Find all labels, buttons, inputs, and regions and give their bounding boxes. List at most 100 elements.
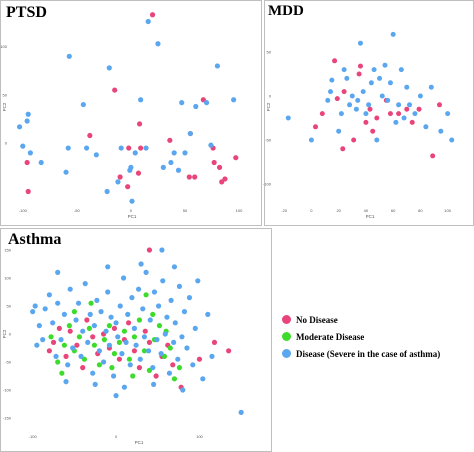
asthma-point-moderate xyxy=(71,309,77,315)
legend-label-moderate-disease: Moderate Disease xyxy=(296,331,365,342)
asthma-point-disease xyxy=(53,353,59,359)
asthma-point-disease xyxy=(46,292,52,298)
mdd-y-tick-label: 50 xyxy=(267,50,272,55)
mdd-point-disease xyxy=(396,102,402,108)
asthma-point-disease xyxy=(137,356,143,362)
ptsd-scatter-plot: -100 -50 0 50 100 0 50 100 PC1 PC2 xyxy=(0,12,243,219)
ptsd-point-no xyxy=(126,145,132,151)
ptsd-point-disease xyxy=(27,150,33,156)
ptsd-x-tick-label: 100 xyxy=(236,208,243,213)
ptsd-point-no xyxy=(136,121,143,127)
asthma-y-tick-label: 0 xyxy=(9,332,12,337)
asthma-x-tick-label: -100 xyxy=(29,434,38,439)
mdd-point-no xyxy=(374,115,380,121)
ptsd-point-no xyxy=(211,159,217,166)
ptsd-point-disease xyxy=(25,111,31,117)
ptsd-point-disease xyxy=(128,164,134,170)
ptsd-point-disease xyxy=(24,118,30,124)
mdd-point-disease xyxy=(423,124,429,130)
mdd-y-tick-label: -50 xyxy=(265,138,272,143)
ptsd-y-tick-label: 100 xyxy=(0,44,7,49)
ptsd-panel: -100 -50 0 50 100 0 50 100 PC1 PC2 PTSD xyxy=(0,0,262,226)
asthma-x-axis-label: PC1 xyxy=(135,440,144,445)
asthma-point-disease xyxy=(133,342,139,348)
asthma-point-no xyxy=(136,365,143,371)
mdd-point-disease xyxy=(327,89,333,95)
asthma-point-no xyxy=(56,325,62,331)
ptsd-point-no xyxy=(216,164,223,170)
disease-swatch xyxy=(282,349,291,358)
mdd-point-no xyxy=(430,153,436,159)
ptsd-point-disease xyxy=(143,145,149,151)
mdd-point-no xyxy=(332,58,338,64)
asthma-point-disease xyxy=(238,409,244,415)
asthma-point-disease xyxy=(121,384,128,390)
mdd-point-disease xyxy=(349,93,355,99)
legend-label-no-disease: No Disease xyxy=(296,314,338,325)
asthma-point-moderate xyxy=(91,342,97,348)
ptsd-point-disease xyxy=(20,143,26,149)
asthma-point-no xyxy=(153,373,159,379)
asthma-point-disease xyxy=(160,278,166,284)
ptsd-point-disease xyxy=(16,124,23,130)
mdd-point-no xyxy=(313,124,319,130)
asthma-x-tick-label: 0 xyxy=(115,434,118,439)
ptsd-point-disease xyxy=(160,164,166,170)
asthma-point-no xyxy=(196,356,203,362)
ptsd-point-disease xyxy=(187,130,193,137)
asthma-point-disease xyxy=(61,311,67,317)
asthma-point-disease xyxy=(209,353,215,359)
asthma-point-disease xyxy=(195,278,201,284)
asthma-point-moderate xyxy=(86,325,92,331)
asthma-point-disease xyxy=(184,345,190,351)
asthma-point-disease xyxy=(155,303,162,309)
asthma-point-no xyxy=(170,362,176,368)
mdd-point-disease xyxy=(355,97,361,103)
asthma-point-moderate xyxy=(59,370,65,376)
legend-item-no-disease: No Disease xyxy=(282,311,440,328)
mdd-point-no xyxy=(404,106,410,112)
ptsd-point-no xyxy=(186,174,192,180)
ptsd-point-disease xyxy=(203,100,210,106)
mdd-point-disease xyxy=(347,102,353,108)
asthma-point-moderate xyxy=(143,292,149,298)
asthma-point-disease xyxy=(120,275,127,281)
asthma-point-disease xyxy=(50,320,56,326)
asthma-point-moderate xyxy=(106,323,112,329)
asthma-y-tick-label: 150 xyxy=(4,248,11,253)
ptsd-point-disease xyxy=(145,18,151,25)
mdd-point-no xyxy=(341,89,347,95)
asthma-point-disease xyxy=(55,300,61,306)
asthma-point-disease xyxy=(129,295,135,301)
ptsd-point-disease xyxy=(155,41,161,47)
ptsd-point-disease xyxy=(38,159,44,166)
asthma-point-disease xyxy=(106,342,112,348)
ptsd-point-no xyxy=(117,174,123,180)
ptsd-point-disease xyxy=(132,150,138,156)
ptsd-title: PTSD xyxy=(6,4,47,21)
asthma-point-disease xyxy=(181,309,188,315)
mdd-y-tick-label: 0 xyxy=(269,94,272,99)
asthma-point-disease xyxy=(171,264,178,270)
asthma-point-disease xyxy=(96,348,102,354)
asthma-point-disease xyxy=(58,337,64,343)
asthma-point-moderate xyxy=(66,323,72,329)
ptsd-point-disease xyxy=(66,53,72,59)
asthma-point-disease xyxy=(171,339,177,345)
asthma-point-disease xyxy=(186,295,193,301)
asthma-point-disease xyxy=(94,297,100,303)
asthma-point-disease xyxy=(138,261,144,267)
ptsd-y-tick-label: 0 xyxy=(5,141,8,146)
asthma-point-no xyxy=(90,334,96,340)
asthma-point-moderate xyxy=(141,348,148,354)
mdd-point-disease xyxy=(390,31,396,37)
asthma-point-no xyxy=(111,325,117,331)
mdd-point-disease xyxy=(449,137,455,143)
asthma-point-no xyxy=(74,342,80,348)
asthma-point-disease xyxy=(34,342,40,348)
mdd-point-disease xyxy=(371,67,377,73)
asthma-point-disease xyxy=(140,306,146,312)
asthma-point-disease xyxy=(141,334,148,340)
mdd-point-no xyxy=(334,96,340,102)
asthma-y-tick-label: -100 xyxy=(3,388,12,393)
